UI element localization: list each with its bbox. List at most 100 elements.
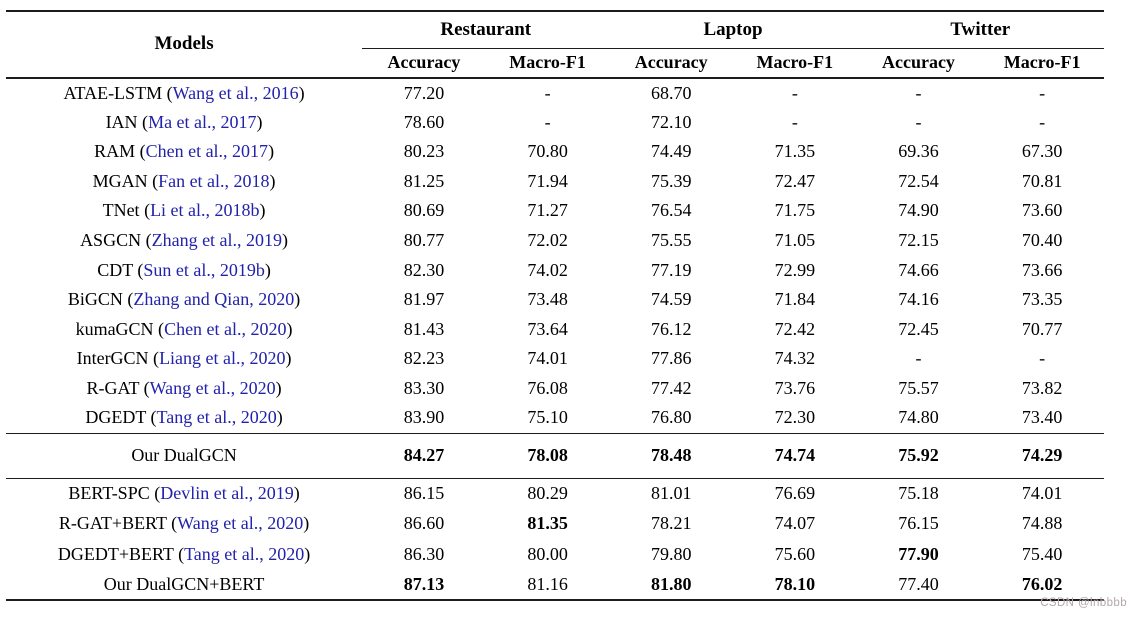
metric-value: 80.23 (403, 141, 445, 162)
metric-value: 75.39 (650, 170, 692, 191)
model-name-cell: InterGCN (Liang et al., 2020) (6, 344, 362, 374)
closing-paren: ) (264, 259, 271, 280)
citation-link[interactable]: Fan et al., 2018 (158, 170, 270, 191)
citation-link[interactable]: Wang et al., 2016 (172, 82, 299, 103)
metric-value: 73.64 (527, 318, 568, 339)
metric-value: 70.80 (527, 141, 568, 162)
model-name-cell: CDT (Sun et al., 2019b) (6, 256, 362, 286)
metric-value: 72.99 (774, 259, 816, 280)
metric-value: 71.75 (774, 200, 816, 221)
closing-paren: ) (286, 318, 293, 339)
metric-value: 76.12 (650, 318, 692, 339)
citation-link[interactable]: Li et al., 2018b (150, 200, 260, 221)
model-name-cell: DGEDT+BERT (Tang et al., 2020) (6, 539, 362, 570)
metric-value: 80.69 (403, 200, 445, 221)
table-row: kumaGCN (Chen et al., 2020) 81.43 73.64 76.… (6, 315, 1104, 345)
model-name: TNet ( (102, 200, 151, 221)
closing-paren: ) (282, 229, 289, 250)
citation-link[interactable]: Liang et al., 2020 (159, 348, 286, 369)
metric-value: 82.30 (403, 259, 445, 280)
closing-paren: ) (294, 289, 301, 310)
metric-value: 75.57 (898, 377, 939, 398)
metric-value: 73.66 (1021, 259, 1063, 280)
model-name: BERT-SPC ( (68, 482, 161, 503)
closing-paren: ) (304, 543, 311, 564)
citation-link[interactable]: Wang et al., 2020 (149, 377, 276, 398)
metric-value: 77.90 (898, 543, 939, 564)
model-name-cell: BERT-SPC (Devlin et al., 2019) (6, 478, 362, 509)
citation-link[interactable]: Wang et al., 2020 (177, 513, 304, 534)
metric-value: 72.54 (898, 170, 939, 191)
metric-value: - (915, 111, 922, 132)
metric-value: 80.29 (527, 482, 568, 503)
model-name-cell: R-GAT (Wang et al., 2020) (6, 374, 362, 404)
group-header-laptop: Laptop (609, 11, 857, 49)
model-name-cell: ATAE-LSTM (Wang et al., 2016) (6, 78, 362, 108)
model-name-cell: RAM (Chen et al., 2017) (6, 137, 362, 167)
table-row: R-GAT (Wang et al., 2020) 83.30 76.08 77.42… (6, 374, 1104, 404)
metric-value: 75.55 (650, 229, 692, 250)
metric-value: - (791, 82, 798, 103)
metric-value: 71.05 (774, 229, 816, 250)
model-name: DGEDT+BERT ( (57, 543, 185, 564)
group-header-row: Models Restaurant Laptop Twitter (6, 11, 1104, 54)
model-name: ATAE-LSTM ( (63, 82, 173, 103)
metric-value: 74.90 (898, 200, 939, 221)
metric-value: 71.35 (774, 141, 816, 162)
csdn-watermark: CSDN @lnbbbb (1040, 597, 1127, 609)
model-name-cell: Our DualGCN (131, 444, 237, 465)
metric-value: 76.80 (650, 407, 692, 428)
metric-value: 75.10 (527, 407, 568, 428)
metric-value: 81.80 (650, 573, 692, 594)
model-name-cell: ASGCN (Zhang et al., 2019) (6, 226, 362, 256)
metric-value: 76.69 (774, 482, 816, 503)
metric-value: 73.82 (1021, 377, 1063, 398)
metric-value: 73.40 (1021, 407, 1063, 428)
citation-link[interactable]: Tang et al., 2020 (156, 407, 277, 428)
citation-link[interactable]: Zhang et al., 2019 (151, 229, 283, 250)
citation-link[interactable]: Chen et al., 2017 (145, 141, 269, 162)
metric-value: - (1039, 82, 1046, 103)
table-row: DGEDT (Tang et al., 2020) 83.90 75.10 76.80… (6, 404, 1104, 434)
bert-models-section: BERT-SPC (Devlin et al., 2019) 86.15 80.29… (6, 478, 1104, 600)
metric-value: 77.20 (403, 82, 445, 103)
column-header-twitter-macro-f1: Macro-F1 (1003, 52, 1081, 73)
table-row: BiGCN (Zhang and Qian, 2020) 81.97 73.48 74… (6, 285, 1104, 315)
closing-paren: ) (298, 82, 305, 103)
metric-value: 76.54 (650, 200, 692, 221)
table-row: TNet (Li et al., 2018b) 80.69 71.27 76.54 71… (6, 196, 1104, 226)
baseline-models-section: ATAE-LSTM (Wang et al., 2016) 77.20 - 68.70… (6, 78, 1104, 433)
column-header-restaurant-accuracy: Accuracy (387, 52, 461, 73)
metric-value: 78.08 (527, 444, 568, 465)
citation-link[interactable]: Zhang and Qian, 2020 (133, 289, 295, 310)
citation-link[interactable]: Sun et al., 2019b (143, 259, 265, 280)
table-row: DGEDT+BERT (Tang et al., 2020) 86.30 80.00… (6, 539, 1104, 570)
model-name: CDT ( (97, 259, 144, 280)
citation-link[interactable]: Ma et al., 2017 (148, 111, 257, 132)
table-row: IAN (Ma et al., 2017) 78.60 - 72.10 - - - (6, 108, 1104, 138)
model-name: BiGCN ( (67, 289, 134, 310)
metric-value: 73.48 (527, 289, 568, 310)
metric-value: 78.10 (774, 573, 816, 594)
model-name: R-GAT ( (86, 377, 150, 398)
model-name: kumaGCN ( (75, 318, 165, 339)
citation-link[interactable]: Devlin et al., 2019 (160, 482, 294, 503)
closing-paren: ) (275, 377, 282, 398)
table-row: InterGCN (Liang et al., 2020) 82.23 74.01 7… (6, 344, 1104, 374)
metric-value: 82.23 (403, 348, 445, 369)
metric-value: - (544, 82, 551, 103)
table-row: CDT (Sun et al., 2019b) 82.30 74.02 77.19 72… (6, 256, 1104, 286)
table-row: ASGCN (Zhang et al., 2019) 80.77 72.02 75.5… (6, 226, 1104, 256)
metric-value: 79.80 (650, 543, 692, 564)
metric-value: 75.92 (898, 444, 939, 465)
citation-link[interactable]: Tang et al., 2020 (184, 543, 305, 564)
metric-value: 87.13 (403, 573, 445, 594)
model-name: MGAN ( (92, 170, 159, 191)
model-name-cell: kumaGCN (Chen et al., 2020) (6, 315, 362, 345)
citation-link[interactable]: Chen et al., 2020 (164, 318, 287, 339)
metric-value: 81.97 (403, 289, 445, 310)
metric-value: 80.77 (403, 229, 445, 250)
table-row: Our DualGCN+BERT 87.13 81.16 81.80 78.10 77.4… (6, 570, 1104, 601)
metric-value: 81.25 (403, 170, 445, 191)
metric-value: 75.60 (774, 543, 816, 564)
